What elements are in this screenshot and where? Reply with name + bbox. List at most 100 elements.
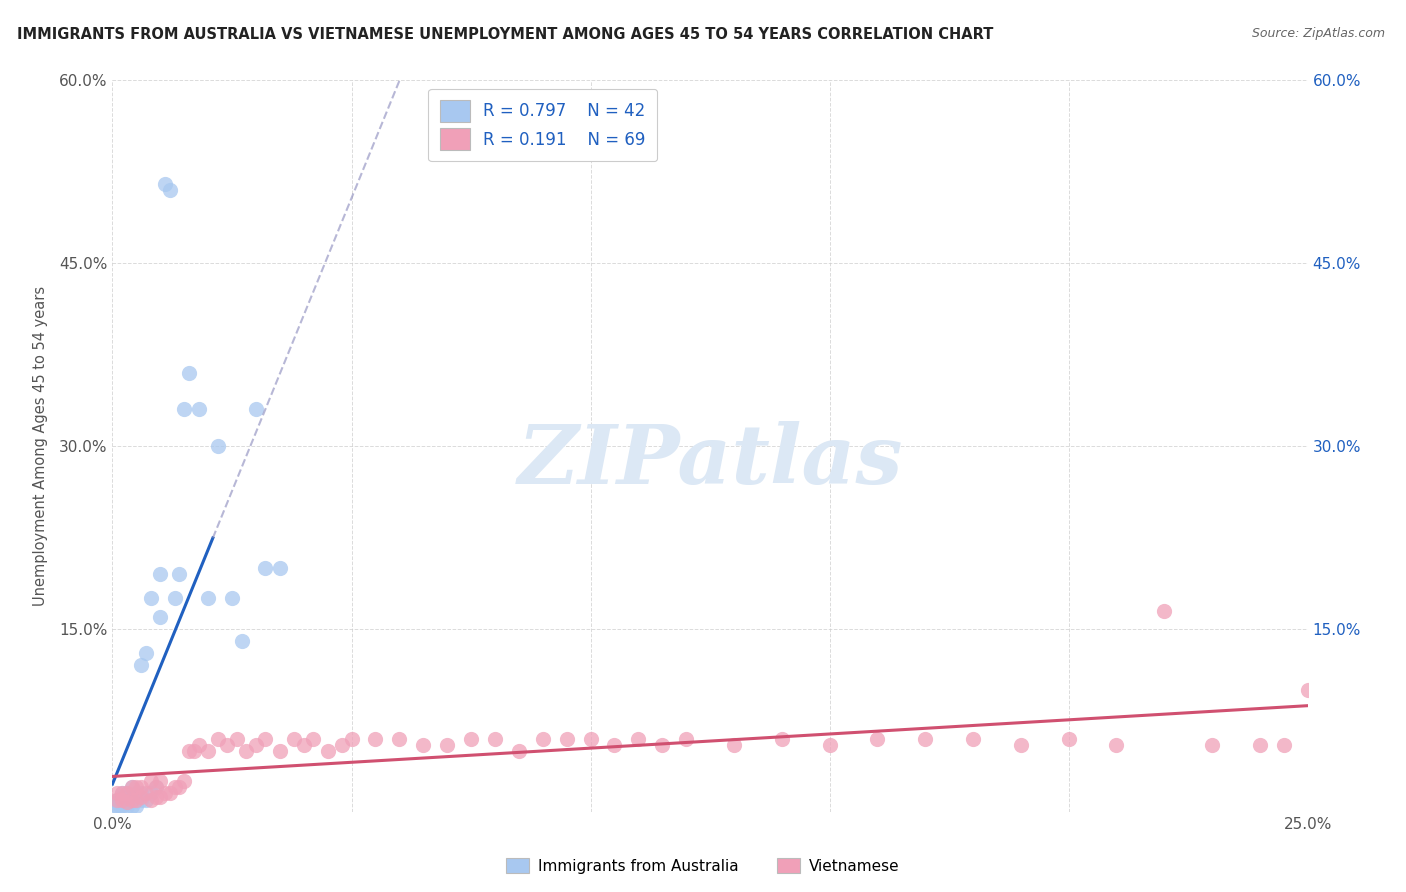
Point <box>269 744 291 758</box>
Point <box>1105 738 1128 752</box>
Legend: R = 0.797    N = 42, R = 0.191    N = 69: R = 0.797 N = 42, R = 0.191 N = 69 <box>429 88 657 161</box>
Point <box>139 787 162 801</box>
Point <box>169 567 191 582</box>
Point <box>460 731 482 746</box>
Point <box>245 738 267 752</box>
Point <box>555 731 578 746</box>
Point <box>149 790 172 805</box>
Point <box>173 774 195 789</box>
Point <box>254 731 277 746</box>
Point <box>770 731 793 746</box>
Point <box>197 591 219 606</box>
Point <box>145 780 167 795</box>
Point <box>159 787 181 801</box>
Point <box>111 792 134 806</box>
Point <box>105 792 128 806</box>
Point <box>245 402 267 417</box>
Point <box>153 787 176 801</box>
Point <box>129 790 152 805</box>
Point <box>104 798 127 813</box>
Point <box>121 780 143 795</box>
Point <box>187 402 209 417</box>
Point <box>302 731 325 746</box>
Point <box>145 780 167 795</box>
Point <box>197 744 219 758</box>
Point <box>121 798 143 813</box>
Point <box>135 646 157 660</box>
Point <box>105 798 128 813</box>
Point <box>125 792 148 806</box>
Point <box>111 792 134 806</box>
Point <box>159 183 181 197</box>
Point <box>108 798 131 813</box>
Point <box>1153 603 1175 617</box>
Point <box>1249 738 1271 752</box>
Point <box>169 780 191 795</box>
Point <box>225 731 247 746</box>
Point <box>139 792 162 806</box>
Point <box>235 744 257 758</box>
Point <box>111 790 134 805</box>
Text: IMMIGRANTS FROM AUSTRALIA VS VIETNAMESE UNEMPLOYMENT AMONG AGES 45 TO 54 YEARS C: IMMIGRANTS FROM AUSTRALIA VS VIETNAMESE … <box>17 27 993 42</box>
Point <box>484 731 506 746</box>
Point <box>579 731 602 746</box>
Point <box>340 731 363 746</box>
Point <box>125 792 148 806</box>
Point <box>316 744 339 758</box>
Point <box>105 787 128 801</box>
Point <box>121 792 143 806</box>
Point <box>818 738 841 752</box>
Point <box>149 567 172 582</box>
Point <box>364 731 387 746</box>
Point <box>962 731 984 746</box>
Point <box>145 790 167 805</box>
Point <box>1296 682 1319 697</box>
Point <box>163 780 186 795</box>
Point <box>1057 731 1080 746</box>
Point <box>207 731 229 746</box>
Point <box>115 787 138 801</box>
Point <box>531 731 554 746</box>
Point <box>139 774 162 789</box>
Point <box>207 439 229 453</box>
Point <box>121 780 143 795</box>
Point <box>115 787 138 801</box>
Point <box>283 731 305 746</box>
Point <box>105 792 128 806</box>
Point <box>627 731 650 746</box>
Point <box>723 738 745 752</box>
Point <box>111 787 134 801</box>
Point <box>254 561 277 575</box>
Text: Source: ZipAtlas.com: Source: ZipAtlas.com <box>1251 27 1385 40</box>
Point <box>135 787 157 801</box>
Point <box>1272 738 1295 752</box>
Point <box>388 731 411 746</box>
Point <box>153 177 176 191</box>
Point <box>914 731 936 746</box>
Point <box>115 795 138 809</box>
Point <box>651 738 673 752</box>
Point <box>221 591 243 606</box>
Point <box>508 744 530 758</box>
Point <box>177 366 200 380</box>
Point <box>139 591 162 606</box>
Point <box>129 658 152 673</box>
Legend: Immigrants from Australia, Vietnamese: Immigrants from Australia, Vietnamese <box>501 852 905 880</box>
Point <box>330 738 353 752</box>
Point <box>149 774 172 789</box>
Point <box>603 738 626 752</box>
Point <box>177 744 200 758</box>
Point <box>231 634 253 648</box>
Point <box>217 738 239 752</box>
Point <box>187 738 209 752</box>
Point <box>115 798 138 813</box>
Point <box>675 731 697 746</box>
Point <box>115 795 138 809</box>
Point <box>125 798 148 813</box>
Point <box>866 731 889 746</box>
Point <box>111 798 134 813</box>
Point <box>129 792 152 806</box>
Point <box>129 780 152 795</box>
Point <box>121 792 143 806</box>
Y-axis label: Unemployment Among Ages 45 to 54 years: Unemployment Among Ages 45 to 54 years <box>32 286 48 606</box>
